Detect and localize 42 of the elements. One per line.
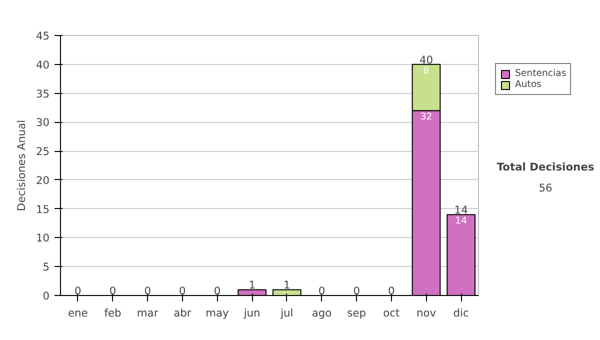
x-tick-label: ago (312, 306, 332, 320)
x-tick-label: ene (68, 306, 88, 320)
total-label: 0 (179, 284, 186, 298)
y-tick-label: 0 (42, 290, 50, 302)
total-label: 0 (388, 284, 396, 298)
y-tick-label: 25 (36, 145, 50, 158)
legend-label: Sentencias (515, 68, 566, 79)
total-label: 0 (353, 284, 360, 298)
y-axis-title: Decisiones Anual (14, 120, 28, 212)
y-tick-label: 20 (36, 174, 50, 187)
y-tick-label: 10 (36, 232, 50, 245)
x-tick-label: sep (347, 306, 366, 320)
data-label: 32 (420, 112, 432, 123)
x-tick-label: dic (453, 306, 470, 320)
total-label: 0 (109, 284, 116, 298)
total-label: 14 (454, 204, 468, 217)
total-label: 40 (419, 53, 434, 66)
x-tick-label: jul (280, 306, 294, 320)
y-tick-label: 35 (36, 87, 50, 100)
y-tick-label: 5 (42, 260, 50, 274)
y-tick-label: 30 (36, 116, 50, 130)
data-label: 8 (423, 65, 430, 76)
total-label: 0 (214, 284, 221, 298)
x-tick-label: mar (136, 306, 159, 320)
x-tick-label: feb (104, 306, 122, 320)
x-tick-label: oct (383, 306, 400, 320)
legend-label: Autos (515, 79, 542, 90)
x-tick-label: abr (174, 306, 192, 320)
text: Total Decisiones (496, 160, 594, 174)
x-tick-label: nov (416, 306, 436, 320)
total-label: 0 (74, 284, 82, 298)
data-label: 14 (455, 216, 468, 227)
x-tick-label: may (206, 306, 229, 320)
text: 56 (538, 182, 552, 194)
total-label: 1 (248, 278, 256, 292)
y-tick-label: 45 (36, 30, 50, 42)
y-tick-label: 40 (36, 58, 50, 72)
total-label: 0 (318, 284, 326, 298)
x-tick-label: jun (242, 306, 260, 320)
y-tick-label: 15 (36, 202, 50, 216)
total-label: 1 (284, 278, 290, 292)
total-label: 0 (144, 284, 152, 298)
